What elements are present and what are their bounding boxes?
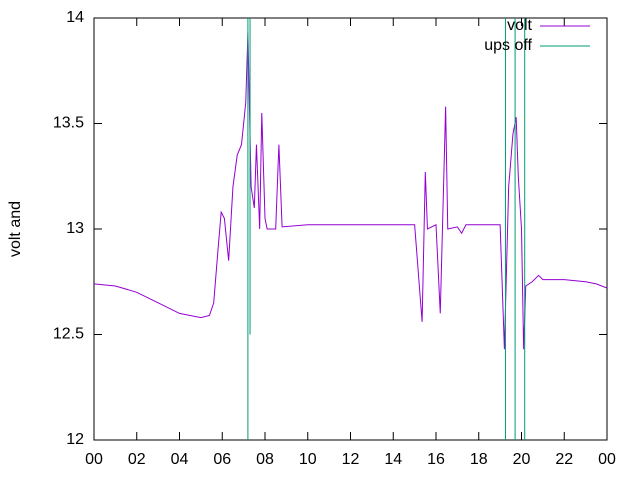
legend-label: volt [507,17,532,34]
x-tick-label: 00 [85,451,103,468]
x-tick-label: 18 [470,451,488,468]
x-tick-label: 00 [598,451,616,468]
x-tick-label: 06 [213,451,231,468]
x-tick-label: 08 [256,451,274,468]
x-tick-label: 12 [342,451,360,468]
x-tick-label: 22 [555,451,573,468]
x-tick-label: 16 [427,451,445,468]
x-tick-label: 14 [384,451,402,468]
y-tick-label: 13.5 [53,115,84,132]
series-line [247,18,526,440]
x-tick-label: 02 [128,451,146,468]
y-tick-label: 14 [66,9,84,26]
series-line [94,32,607,350]
y-tick-label: 13 [66,220,84,237]
x-tick-label: 10 [299,451,317,468]
y-tick-label: 12.5 [53,326,84,343]
x-tick-label: 04 [171,451,189,468]
y-tick-label: 12 [66,431,84,448]
legend-label: ups off [484,37,532,54]
x-tick-label: 20 [513,451,531,468]
y-axis-label: volt and [7,201,24,257]
